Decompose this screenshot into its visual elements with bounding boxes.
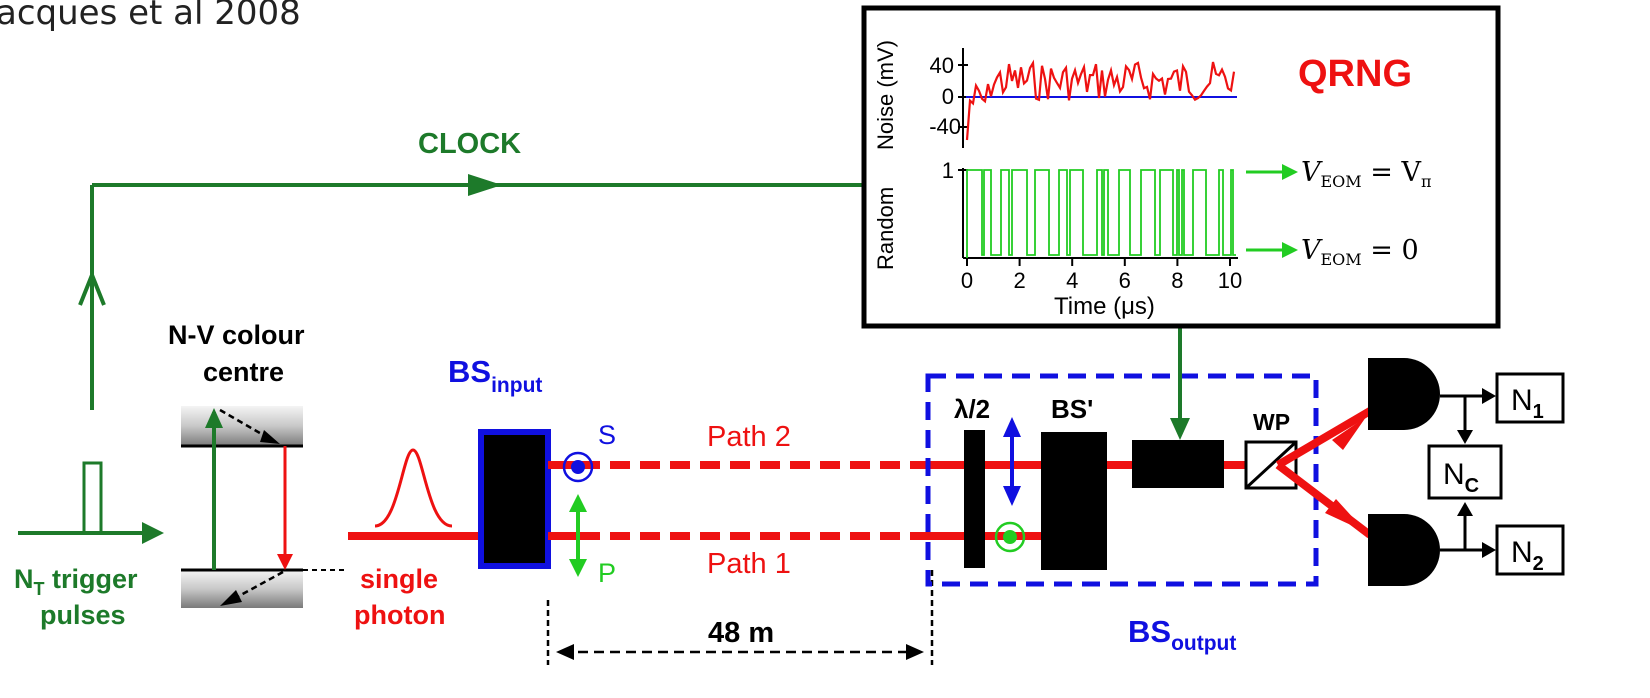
green-polarization-symbol bbox=[994, 521, 1026, 553]
path-2-label: Path 2 bbox=[707, 421, 791, 453]
trigger-label-line1: NT trigger bbox=[14, 564, 138, 599]
distance-label: 48 m bbox=[708, 617, 774, 649]
blue-polarization-arrow bbox=[1003, 417, 1021, 506]
nv-label-line2: centre bbox=[203, 357, 284, 387]
counter-n1 bbox=[1495, 372, 1565, 424]
trigger-pulse bbox=[18, 461, 164, 544]
photon-label: photon bbox=[354, 600, 445, 630]
n1-label: N1 bbox=[1511, 384, 1544, 423]
bs-prime-box bbox=[1041, 432, 1107, 570]
noise-trace bbox=[965, 59, 1236, 141]
clock-label: CLOCK bbox=[418, 128, 521, 160]
noise-ylabel: Noise (mV) bbox=[873, 40, 898, 150]
half-wave-label: λ/2 bbox=[954, 394, 990, 424]
random-ylabel: Random bbox=[873, 187, 898, 270]
output-beams bbox=[1275, 407, 1373, 539]
noise-tick-minus40: -40 bbox=[929, 114, 961, 139]
wp-label: WP bbox=[1253, 409, 1290, 435]
time-tick-label: 8 bbox=[1171, 268, 1183, 293]
qrng-title: QRNG bbox=[1298, 53, 1412, 95]
s-label: S bbox=[598, 420, 616, 450]
nv-label-line1: N-V colour bbox=[168, 320, 305, 350]
p-label: P bbox=[598, 558, 616, 588]
nc-label: NC bbox=[1443, 458, 1479, 497]
p-polarization-arrow bbox=[569, 494, 587, 577]
time-tick-label: 2 bbox=[1013, 268, 1025, 293]
bs-output-box bbox=[925, 373, 1319, 587]
s-polarization-symbol bbox=[562, 451, 594, 483]
bs-input-label: BSinput bbox=[448, 354, 542, 397]
n2-label: N2 bbox=[1511, 536, 1544, 575]
eom-box bbox=[1132, 440, 1224, 488]
single-label: single bbox=[360, 564, 438, 594]
clock-line bbox=[78, 174, 864, 410]
random-trace bbox=[966, 169, 1236, 258]
time-tick-label: 6 bbox=[1119, 268, 1131, 293]
path-1-label: Path 1 bbox=[707, 548, 791, 580]
bs-input-box bbox=[478, 429, 551, 569]
counter-wiring bbox=[1440, 388, 1496, 558]
half-wave-plate bbox=[964, 430, 985, 568]
random-tick-1: 1 bbox=[942, 158, 954, 183]
single-photon-pulse bbox=[374, 448, 453, 528]
noise-tick-40: 40 bbox=[930, 53, 954, 78]
veom-low-label: VEOM = 0 bbox=[1301, 235, 1419, 269]
qrng-inset-frame bbox=[861, 5, 1501, 329]
detector-2 bbox=[1368, 514, 1440, 586]
veom-high-label: VEOM = Vπ bbox=[1301, 157, 1432, 191]
time-xlabel: Time (μs) bbox=[1054, 293, 1155, 320]
time-tick-label: 0 bbox=[961, 268, 973, 293]
time-tick-label: 4 bbox=[1066, 268, 1078, 293]
bs-prime-label: BS' bbox=[1051, 394, 1093, 424]
time-axis-ticks: 0 2 4 6 8 10 bbox=[961, 258, 1242, 293]
counter-nc bbox=[1427, 444, 1503, 500]
noise-tick-0: 0 bbox=[942, 84, 954, 109]
detector-1 bbox=[1368, 358, 1440, 430]
counter-n2 bbox=[1495, 524, 1565, 576]
bs-output-label: BSoutput bbox=[1128, 614, 1236, 655]
nv-energy-levels bbox=[181, 406, 348, 608]
time-tick-label: 10 bbox=[1218, 268, 1242, 293]
citation-text: acques et al 2008 bbox=[0, 0, 301, 33]
veom-arrows bbox=[1246, 164, 1298, 258]
trigger-label-line2: pulses bbox=[40, 600, 126, 630]
